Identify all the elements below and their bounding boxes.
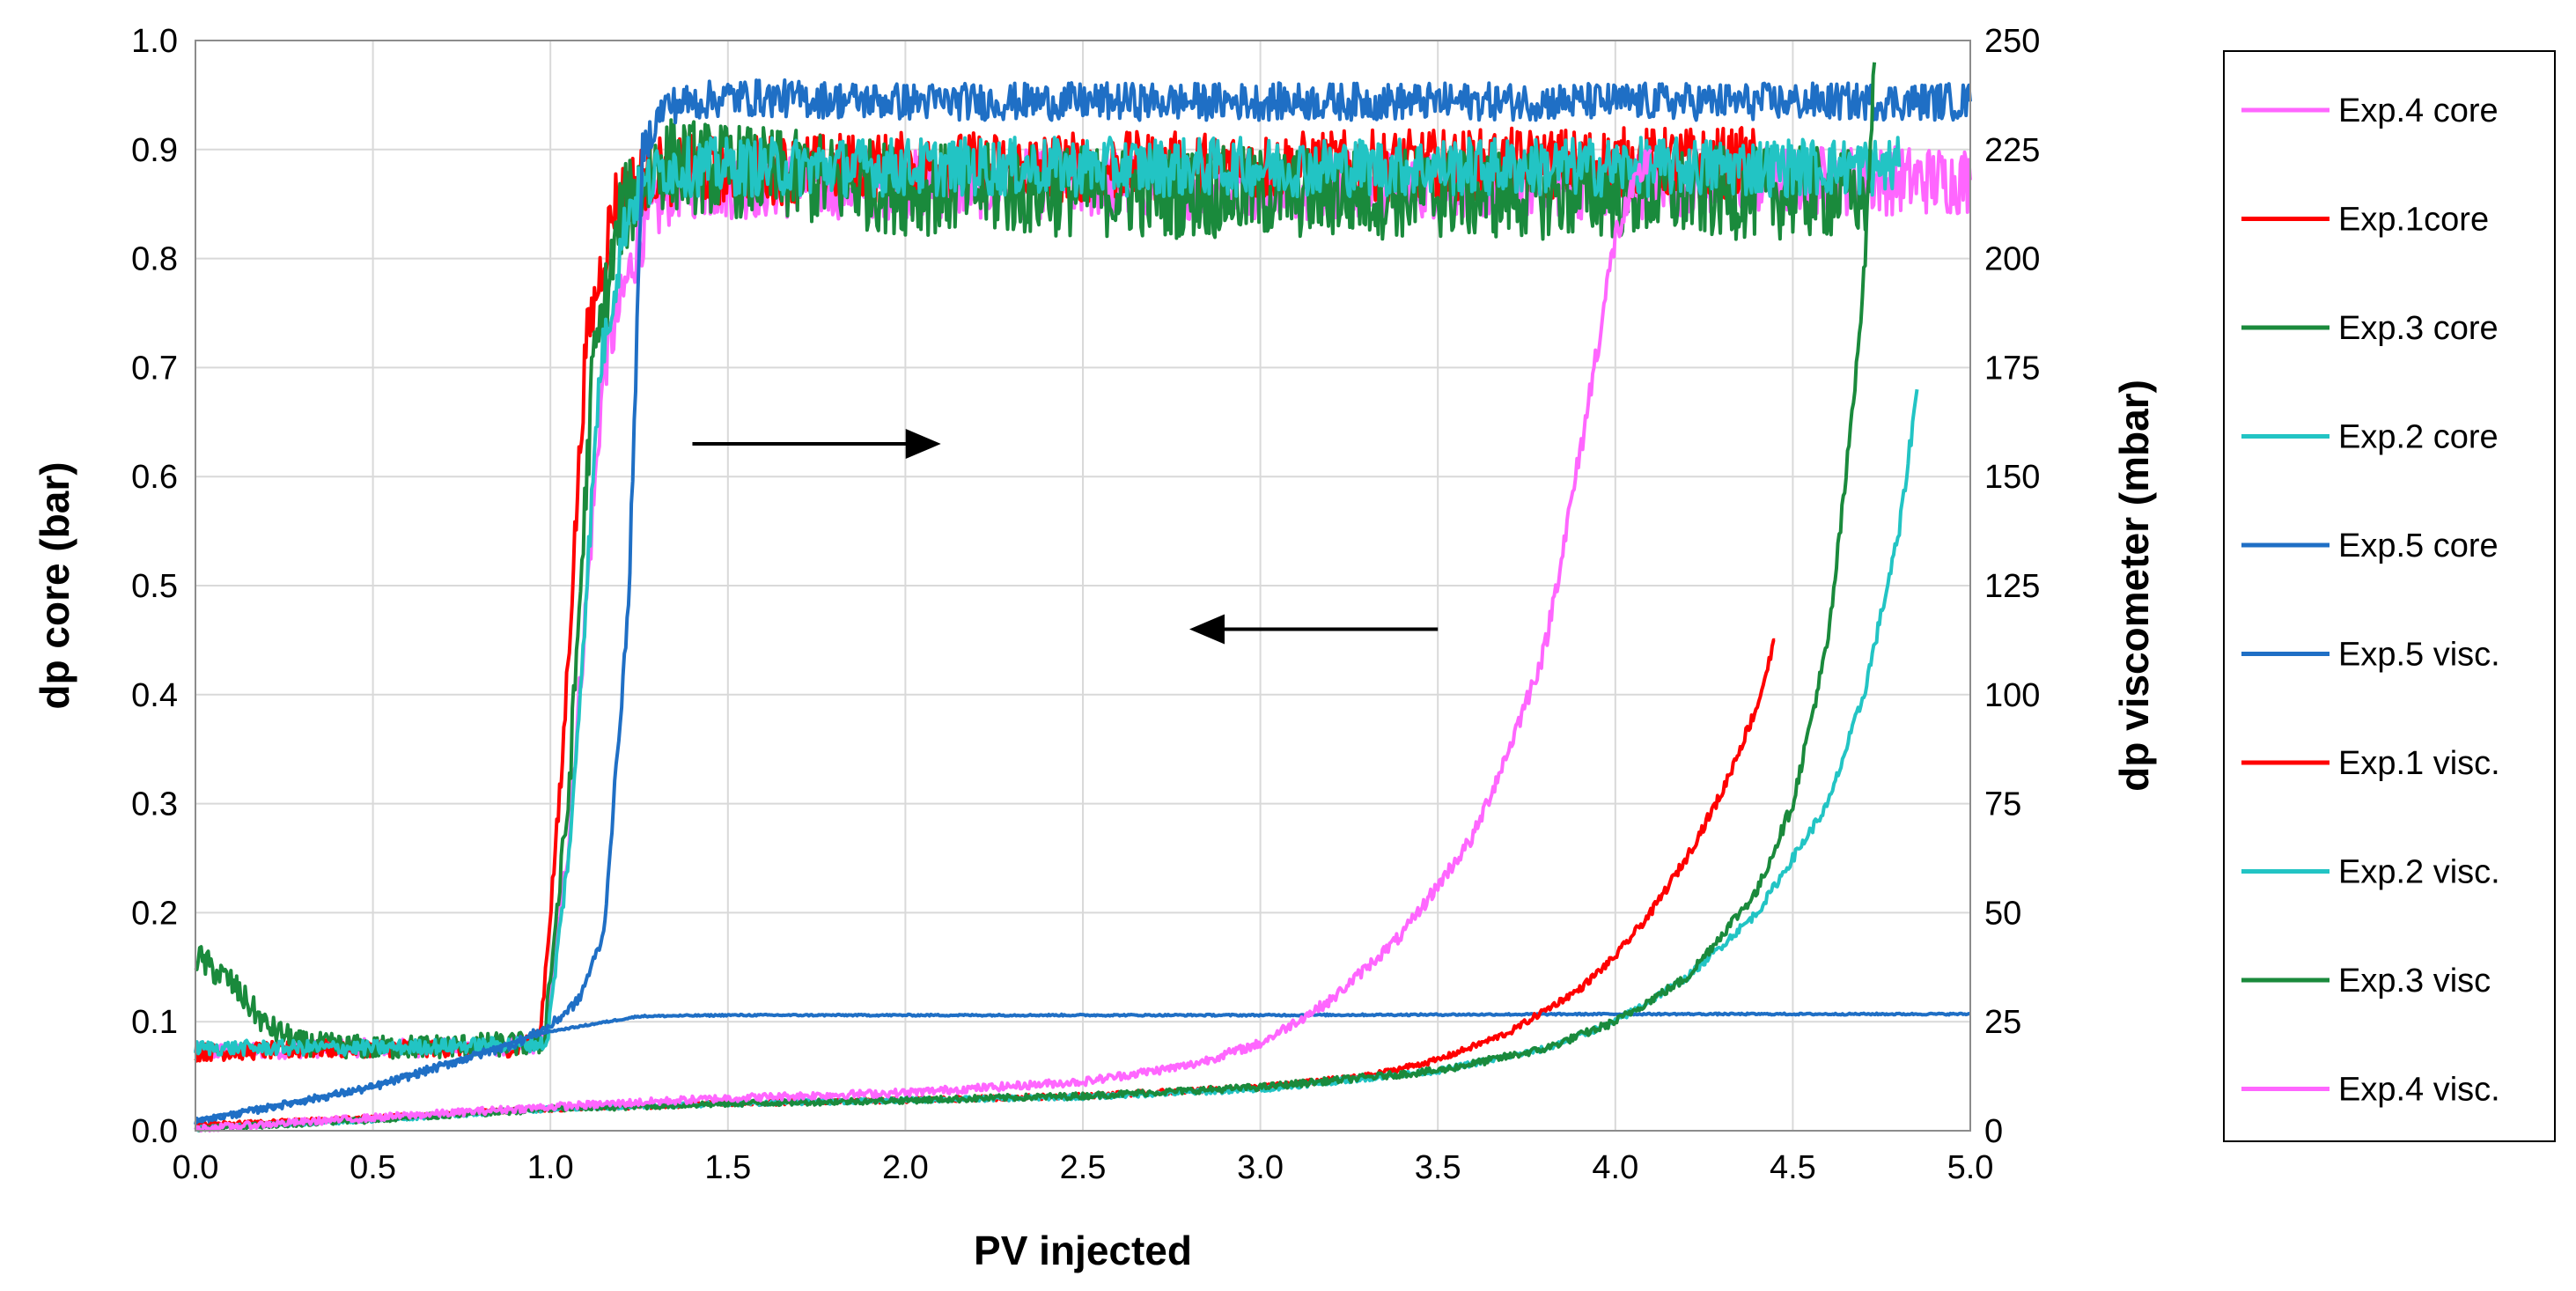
y-left-tick-label: 0.0 bbox=[131, 1113, 178, 1150]
y-right-tick-label: 250 bbox=[1984, 23, 2040, 60]
y-right-tick-label: 100 bbox=[1984, 677, 2040, 714]
y-right-tick-label: 75 bbox=[1984, 786, 2021, 823]
legend-label-exp-4-visc: Exp.4 visc. bbox=[2338, 1072, 2500, 1109]
legend-label-exp-5-visc: Exp.5 visc. bbox=[2338, 637, 2500, 674]
arrow-left-head bbox=[1189, 614, 1225, 645]
plot-frame bbox=[195, 40, 1971, 1132]
series-line-exp-2-core bbox=[194, 136, 1902, 1057]
x-tick-label: 0.0 bbox=[173, 1149, 219, 1186]
y-right-tick-label: 150 bbox=[1984, 459, 2040, 496]
legend-label-exp-2-core: Exp.2 core bbox=[2338, 419, 2499, 456]
y-axis-left-title: dp core (bar) bbox=[32, 461, 77, 709]
y-left-tick-label: 0.4 bbox=[131, 677, 178, 714]
series-line-exp-3-core bbox=[194, 118, 1873, 1060]
x-tick-label: 4.0 bbox=[1592, 1149, 1638, 1186]
legend-label-exp-4-core: Exp.4 core bbox=[2338, 92, 2499, 129]
annotation-arrows bbox=[692, 429, 1439, 645]
y-left-tick-label: 0.3 bbox=[131, 786, 178, 823]
x-tick-label: 0.5 bbox=[350, 1149, 396, 1186]
legend-box bbox=[2223, 50, 2556, 1142]
y-left-tick-label: 0.9 bbox=[131, 132, 178, 169]
tick-labels: 0.0 0.5 1.0 1.5 2.0 2.5 3.0 3.5 4.0 4.5 5.0 0.0 0.1 0… bbox=[131, 23, 2040, 1186]
series-line-exp-1core bbox=[194, 126, 1760, 1063]
y-right-tick-label: 0 bbox=[1984, 1113, 2003, 1150]
x-axis-title: PV injected bbox=[974, 1228, 1192, 1273]
legend-label-exp-2-visc: Exp.2 visc. bbox=[2338, 854, 2500, 891]
legend-label-exp-1-visc: Exp.1 visc. bbox=[2338, 745, 2500, 782]
series-line-exp-2-visc bbox=[194, 388, 1919, 1132]
y-left-tick-label: 0.2 bbox=[131, 895, 178, 932]
arrow-right-head bbox=[905, 429, 941, 460]
y-right-tick-label: 200 bbox=[1984, 241, 2040, 278]
y-left-tick-label: 0.7 bbox=[131, 350, 178, 387]
y-axis-right-title: dp viscometer (mbar) bbox=[2111, 380, 2157, 792]
series-layer bbox=[194, 62, 1972, 1132]
legend-label-exp-3-visc: Exp.3 visc bbox=[2338, 963, 2491, 1000]
legend-label-exp-1core: Exp.1core bbox=[2338, 202, 2489, 239]
y-left-tick-label: 1.0 bbox=[131, 23, 178, 60]
legend: Exp.4 core Exp.1core Exp.3 core Exp.2 core E… bbox=[2223, 50, 2556, 1142]
x-tick-label: 4.5 bbox=[1770, 1149, 1816, 1186]
y-right-tick-label: 225 bbox=[1984, 132, 2040, 169]
x-tick-label: 1.0 bbox=[527, 1149, 574, 1186]
x-tick-label: 2.5 bbox=[1060, 1149, 1107, 1186]
y-right-tick-label: 175 bbox=[1984, 350, 2040, 387]
y-left-tick-label: 0.8 bbox=[131, 241, 178, 278]
x-tick-label: 3.0 bbox=[1237, 1149, 1284, 1186]
y-left-tick-label: 0.1 bbox=[131, 1004, 178, 1041]
x-tick-label: 5.0 bbox=[1947, 1149, 1994, 1186]
series-line-exp-5-visc bbox=[195, 1011, 1971, 1122]
legend-label-exp-3-core: Exp.3 core bbox=[2338, 310, 2499, 347]
x-tick-label: 3.5 bbox=[1415, 1149, 1461, 1186]
y-left-tick-label: 0.6 bbox=[131, 459, 178, 496]
y-right-tick-label: 125 bbox=[1984, 568, 2040, 605]
x-tick-label: 2.0 bbox=[882, 1149, 929, 1186]
legend-label-exp-5-core: Exp.5 core bbox=[2338, 527, 2499, 564]
y-right-tick-label: 50 bbox=[1984, 895, 2021, 932]
y-left-tick-label: 0.5 bbox=[131, 568, 178, 605]
y-right-tick-label: 25 bbox=[1984, 1004, 2021, 1041]
x-tick-label: 1.5 bbox=[704, 1149, 751, 1186]
series-line-exp-4-visc bbox=[194, 148, 1652, 1132]
